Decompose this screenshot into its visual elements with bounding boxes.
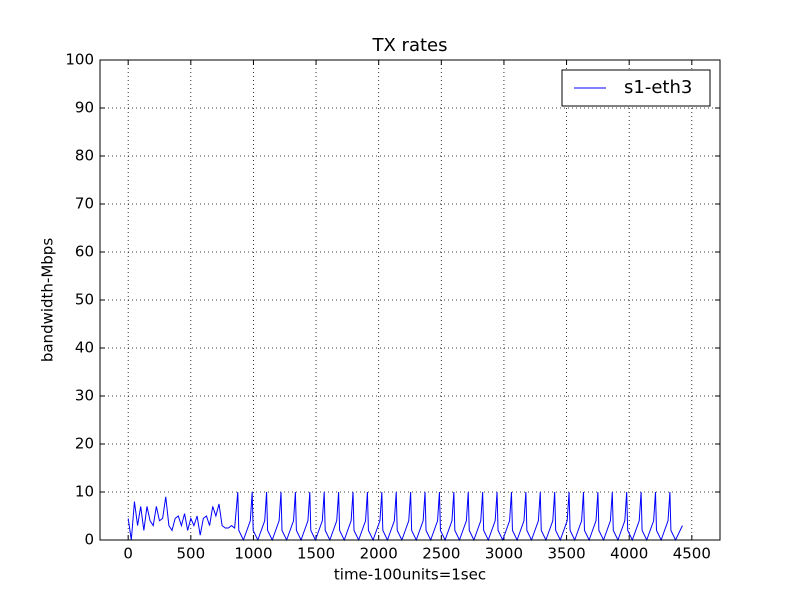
- y-tick-label: 100: [65, 51, 94, 69]
- x-tick-label: 2000: [360, 545, 398, 563]
- plot-frame: [99, 59, 721, 541]
- y-tick-label: 40: [75, 339, 94, 357]
- x-tick-label: 1500: [297, 545, 335, 563]
- x-tick-label: 1000: [234, 545, 272, 563]
- y-tick-label: 0: [84, 531, 94, 549]
- x-tick-label: 4500: [673, 545, 711, 563]
- x-axis-label: time-100units=1sec: [334, 566, 486, 584]
- y-tick-label: 60: [75, 243, 94, 261]
- data-line: [127, 491, 683, 542]
- y-tick-label: 20: [75, 435, 94, 453]
- y-tick-label: 50: [75, 291, 94, 309]
- y-tick-label: 30: [75, 387, 94, 405]
- legend-label: s1-eth3: [624, 77, 692, 98]
- y-tick-label: 80: [75, 147, 94, 165]
- x-tick-label: 4000: [610, 545, 648, 563]
- y-tick-label: 90: [75, 99, 94, 117]
- x-tick-label: 3000: [485, 545, 523, 563]
- x-tick-label: 3500: [547, 545, 585, 563]
- y-tick-label: 70: [75, 195, 94, 213]
- x-tick-label: 0: [123, 545, 133, 563]
- chart-title: TX rates: [372, 35, 448, 56]
- y-tick-label: 10: [75, 483, 94, 501]
- x-tick-label: 500: [176, 545, 205, 563]
- y-axis-label: bandwidth-Mbps: [39, 238, 57, 362]
- x-tick-label: 2500: [422, 545, 460, 563]
